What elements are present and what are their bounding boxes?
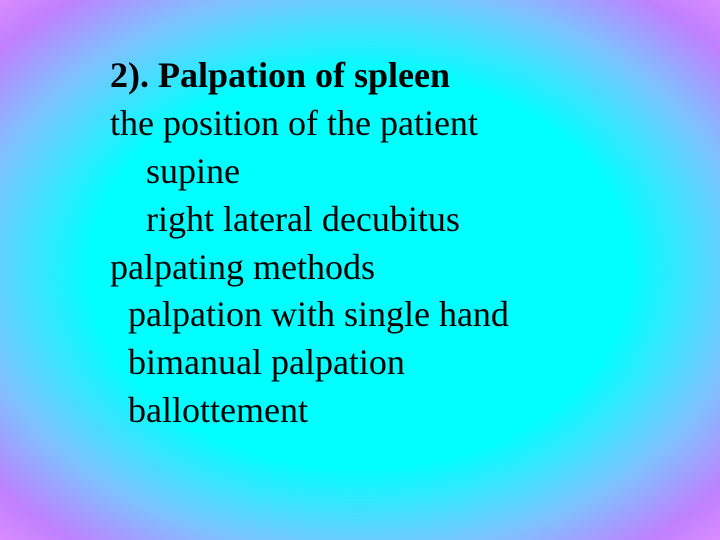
line-7: ballottement <box>110 387 670 435</box>
line-1: the position of the patient <box>110 100 670 148</box>
line-6: bimanual palpation <box>110 339 670 387</box>
line-title: 2). Palpation of spleen <box>110 52 670 100</box>
line-5: palpation with single hand <box>110 291 670 339</box>
slide: 2). Palpation of spleen the position of … <box>0 0 720 540</box>
line-4: palpating methods <box>110 244 670 292</box>
line-3: right lateral decubitus <box>110 196 670 244</box>
line-2: supine <box>110 148 670 196</box>
slide-text-block: 2). Palpation of spleen the position of … <box>110 52 670 435</box>
